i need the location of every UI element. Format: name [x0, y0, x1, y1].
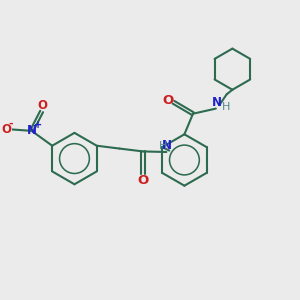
Text: O: O — [38, 99, 48, 112]
Text: H: H — [159, 141, 168, 151]
Text: N: N — [212, 96, 222, 110]
Text: +: + — [34, 120, 42, 130]
Text: H: H — [222, 102, 230, 112]
Text: N: N — [162, 139, 172, 152]
Text: N: N — [27, 124, 37, 137]
Text: O: O — [162, 94, 173, 107]
Text: -: - — [8, 119, 13, 129]
Text: O: O — [137, 174, 148, 187]
Text: O: O — [1, 123, 11, 136]
